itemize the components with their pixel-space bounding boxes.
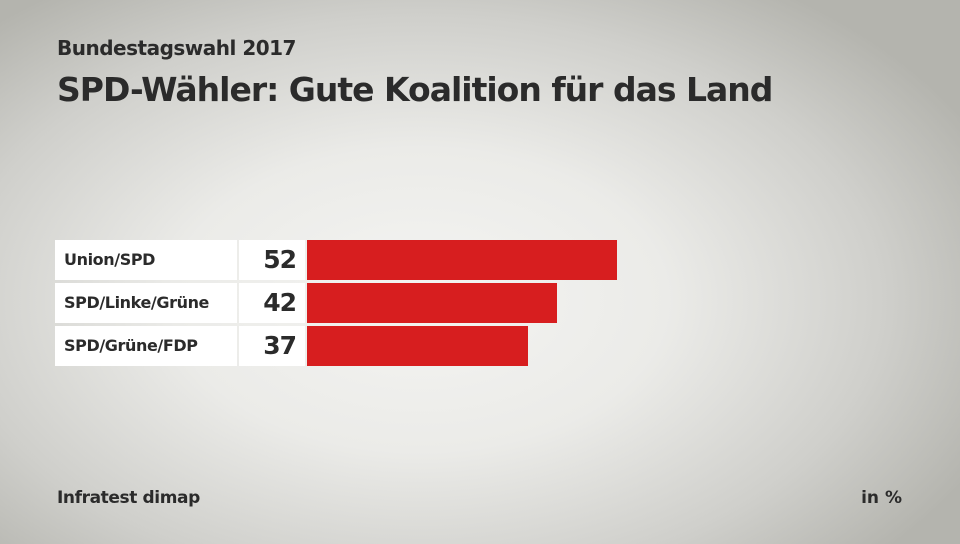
bar	[307, 240, 617, 280]
category-label: SPD/Grüne/FDP	[55, 326, 237, 366]
source-label: Infratest dimap	[57, 488, 200, 508]
unit-label: in %	[861, 488, 902, 508]
value-label: 52	[239, 240, 305, 280]
category-label: SPD/Linke/Grüne	[55, 283, 237, 323]
bar	[307, 326, 528, 366]
bar	[307, 283, 558, 323]
value-label: 37	[239, 326, 305, 366]
category-label: Union/SPD	[55, 240, 237, 280]
chart-title: SPD-Wähler: Gute Koalition für das Land	[57, 70, 773, 109]
chart-subtitle: Bundestagswahl 2017	[57, 36, 296, 60]
value-label: 42	[239, 283, 305, 323]
